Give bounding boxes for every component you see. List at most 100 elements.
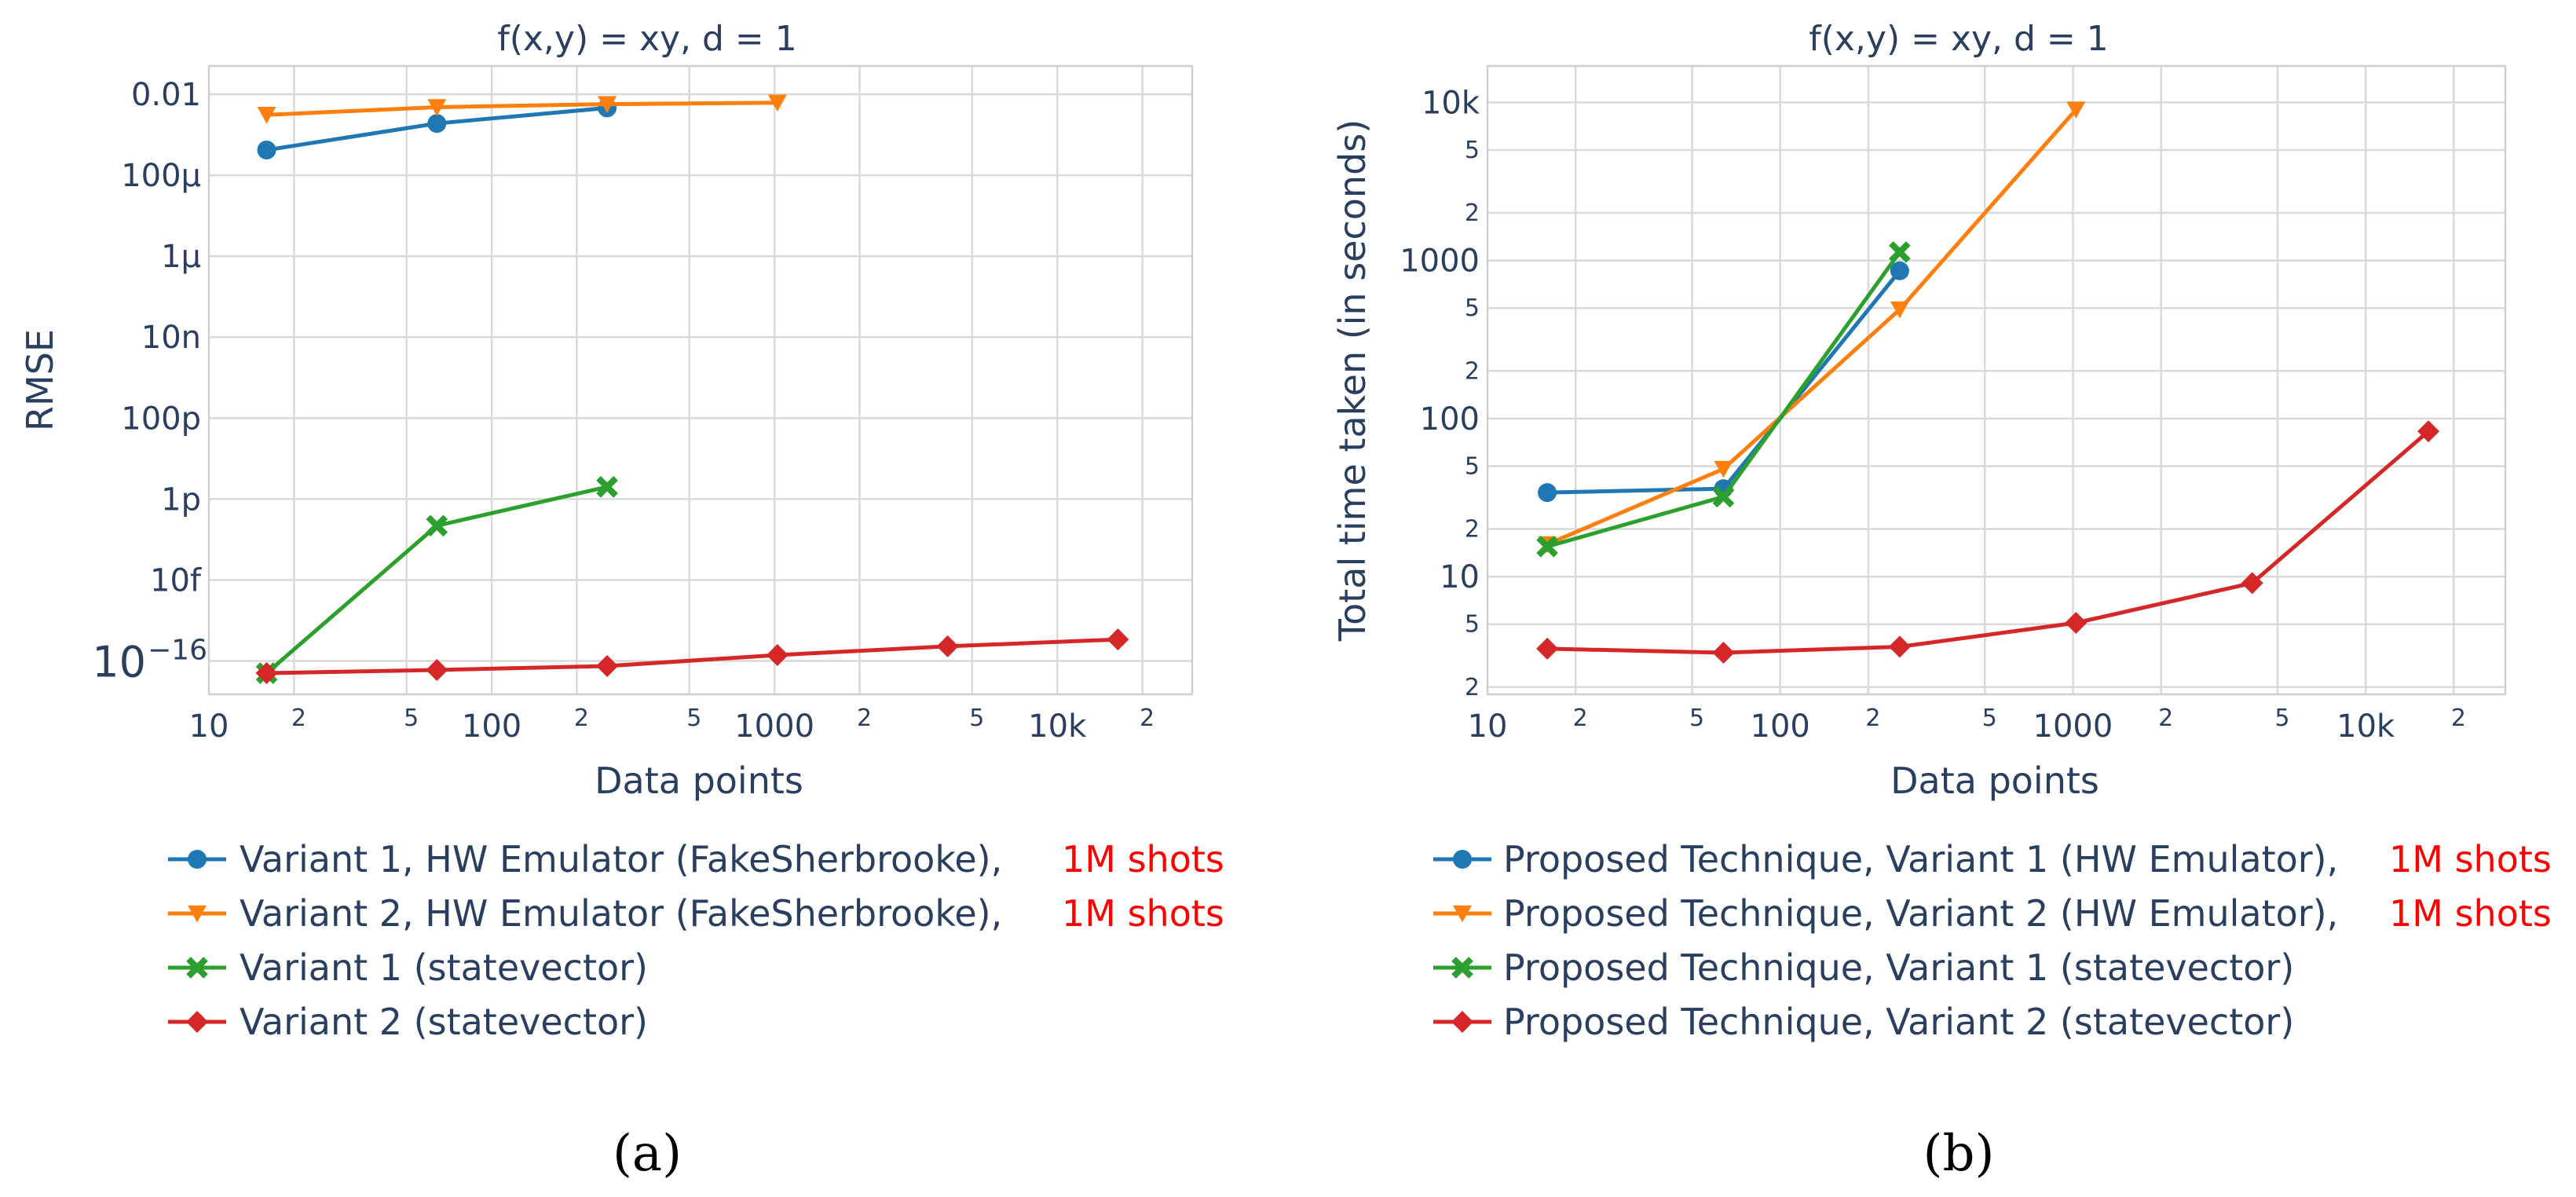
b-legend-label-0: Proposed Technique, Variant 1 (HW Emulat…	[1503, 838, 2338, 880]
b-series-0-line	[1547, 269, 1901, 495]
b-x-minor-tick-label: 2	[1865, 705, 1880, 732]
b-series-3-point-2	[1888, 635, 1911, 658]
b-series-3-point-1	[1712, 642, 1735, 664]
a-y-tick-exponent: −16	[148, 635, 207, 667]
b-y-tick-label: 100	[1420, 401, 1480, 437]
b-legend-label-3: Proposed Technique, Variant 2 (statevect…	[1503, 1001, 2294, 1043]
a-x-tick-label: 100	[462, 708, 521, 745]
panel-b-gridlines	[1487, 66, 2505, 694]
b-y-minor-tick-label: 2	[1465, 674, 1480, 701]
a-legend-label-3: Variant 2 (statevector)	[240, 1001, 648, 1043]
b-series-2-point-0-stroke-2	[1536, 535, 1558, 558]
panel-b-title: f(x,y) = xy, d = 1	[1809, 19, 2109, 59]
panel-b-x-ticks: 10 100 1000 10k 2 5 2 5 2 5 2	[1468, 705, 2466, 745]
a-x-minor-tick-label: 2	[291, 705, 306, 732]
panel-a-plot-frame	[207, 64, 1194, 696]
b-y-tick-label: 10	[1440, 559, 1480, 595]
a-legend-marker-1	[188, 905, 207, 923]
a-series-2-point-2	[596, 476, 618, 498]
b-x-minor-tick-label: 5	[1982, 705, 1997, 732]
b-legend-marker-0	[1453, 850, 1472, 869]
b-series-1-point-1	[1714, 460, 1733, 478]
b-x-minor-tick-label: 2	[1573, 705, 1588, 732]
panel-b-series	[1536, 101, 2440, 664]
b-series-0-point-2	[1890, 261, 1909, 280]
a-y-tick-label: 100p	[121, 401, 201, 437]
b-series-2-point-1	[1712, 485, 1735, 508]
b-y-minor-tick-label: 2	[1465, 516, 1480, 544]
panel-b-x-axis-label: Data points	[1890, 760, 2099, 802]
a-series-3-line	[266, 637, 1118, 675]
panel-a-y-axis-label: RMSE	[19, 329, 61, 431]
a-legend-marker-3	[186, 1011, 208, 1033]
b-legend-shots-1: 1M shots	[2389, 892, 2552, 935]
panel-a-chart: f(x,y) = xy, d = 1 10 100 1000 10k 2 5 2 5 2 5 2 1…	[19, 19, 1224, 1183]
b-y-tick-label: 1000	[1400, 243, 1480, 280]
b-series-3-point-0	[1536, 637, 1559, 660]
a-y-tick-label: 0.01	[131, 77, 201, 113]
a-x-minor-tick-label: 2	[1140, 705, 1154, 732]
a-legend-label-0: Variant 1, HW Emulator (FakeSherbrooke),	[240, 838, 1002, 880]
b-series-2-line	[1546, 251, 1901, 549]
a-x-tick-label: 1000	[734, 708, 814, 745]
b-x-tick-label: 10	[1468, 708, 1508, 745]
b-legend-marker-2-stroke-2	[1451, 957, 1473, 979]
a-series-3-point-4	[936, 635, 959, 657]
a-series-0-point-1	[427, 114, 447, 134]
b-y-minor-tick-label: 5	[1465, 137, 1480, 164]
a-y-tick-label: 10f	[150, 562, 202, 598]
a-series-1-point-0	[257, 107, 276, 124]
a-y-tick-label: 10	[92, 638, 146, 687]
panel-a-x-axis-label: Data points	[595, 760, 803, 802]
a-x-minor-tick-label: 2	[574, 705, 589, 732]
b-series-2-point-2-stroke-2	[1889, 241, 1911, 263]
a-legend-label-2: Variant 1 (statevector)	[240, 946, 648, 989]
a-y-tick-label: 1µ	[161, 239, 201, 275]
a-series-2-point-1	[426, 514, 448, 537]
panel-b-plot-frame	[1486, 64, 2507, 696]
panel-b-y-ticks: 10 100 1000 10k 2 5 2 5 2 5 2 5	[1400, 85, 1480, 701]
b-series-3-point-5	[2417, 420, 2440, 443]
panel-a-caption: (a)	[613, 1125, 682, 1183]
panel-a-x-ticks: 10 100 1000 10k 2 5 2 5 2 5 2	[189, 705, 1155, 745]
a-series-2-point-2-stroke-2	[596, 476, 618, 498]
b-legend-label-2: Proposed Technique, Variant 1 (statevect…	[1503, 946, 2294, 989]
b-y-minor-tick-label: 2	[1465, 357, 1480, 385]
a-legend-label-1: Variant 2, HW Emulator (FakeSherbrooke),	[240, 892, 1002, 935]
a-x-tick-label: 10	[189, 708, 229, 745]
a-x-minor-tick-label: 5	[969, 705, 984, 732]
a-series-0-point-0	[257, 140, 276, 159]
a-series-3-point-1	[426, 658, 448, 681]
panel-b-legend: Proposed Technique, Variant 1 (HW Emulat…	[1433, 838, 2552, 1043]
b-series-0-point-0	[1538, 483, 1557, 503]
a-y-tick-label: 100µ	[121, 158, 201, 194]
b-series-1-point-2	[1890, 301, 1909, 319]
b-series-3-line	[1547, 430, 2430, 655]
b-legend-label-1: Proposed Technique, Variant 2 (HW Emulat…	[1503, 892, 2338, 935]
b-y-tick-label: 10k	[1422, 85, 1480, 121]
a-series-3-point-3	[766, 644, 789, 667]
a-series-1-point-1	[427, 99, 447, 116]
panel-a-legend: Variant 1, HW Emulator (FakeSherbrooke),…	[168, 838, 1224, 1043]
a-legend-shots-0: 1M shots	[1062, 838, 1224, 880]
b-x-tick-label: 10k	[2336, 708, 2395, 745]
b-x-tick-label: 100	[1751, 708, 1810, 745]
a-x-tick-label: 10k	[1028, 708, 1087, 745]
b-legend-marker-2	[1451, 957, 1473, 979]
panel-b-y-axis-label: Total time taken (in seconds)	[1331, 119, 1374, 642]
b-series-2-point-1-stroke-2	[1712, 485, 1735, 508]
panel-a-gridlines	[209, 66, 1192, 694]
a-x-minor-tick-label: 5	[686, 705, 701, 732]
panel-a-y-ticks: 10 −16 10f 1p 100p 10n 1µ 100µ 0.01	[92, 77, 207, 687]
b-series-2-point-0	[1536, 535, 1558, 558]
b-y-minor-tick-label: 2	[1465, 200, 1480, 227]
b-x-tick-label: 1000	[2033, 708, 2113, 745]
panel-a-series	[255, 94, 1129, 685]
a-x-minor-tick-label: 2	[857, 705, 872, 732]
b-series-3-point-3	[2065, 611, 2088, 634]
b-legend-marker-1	[1453, 905, 1472, 923]
a-y-tick-label: 1p	[161, 481, 201, 518]
a-legend-marker-0	[188, 850, 207, 869]
b-x-minor-tick-label: 2	[2451, 705, 2466, 732]
